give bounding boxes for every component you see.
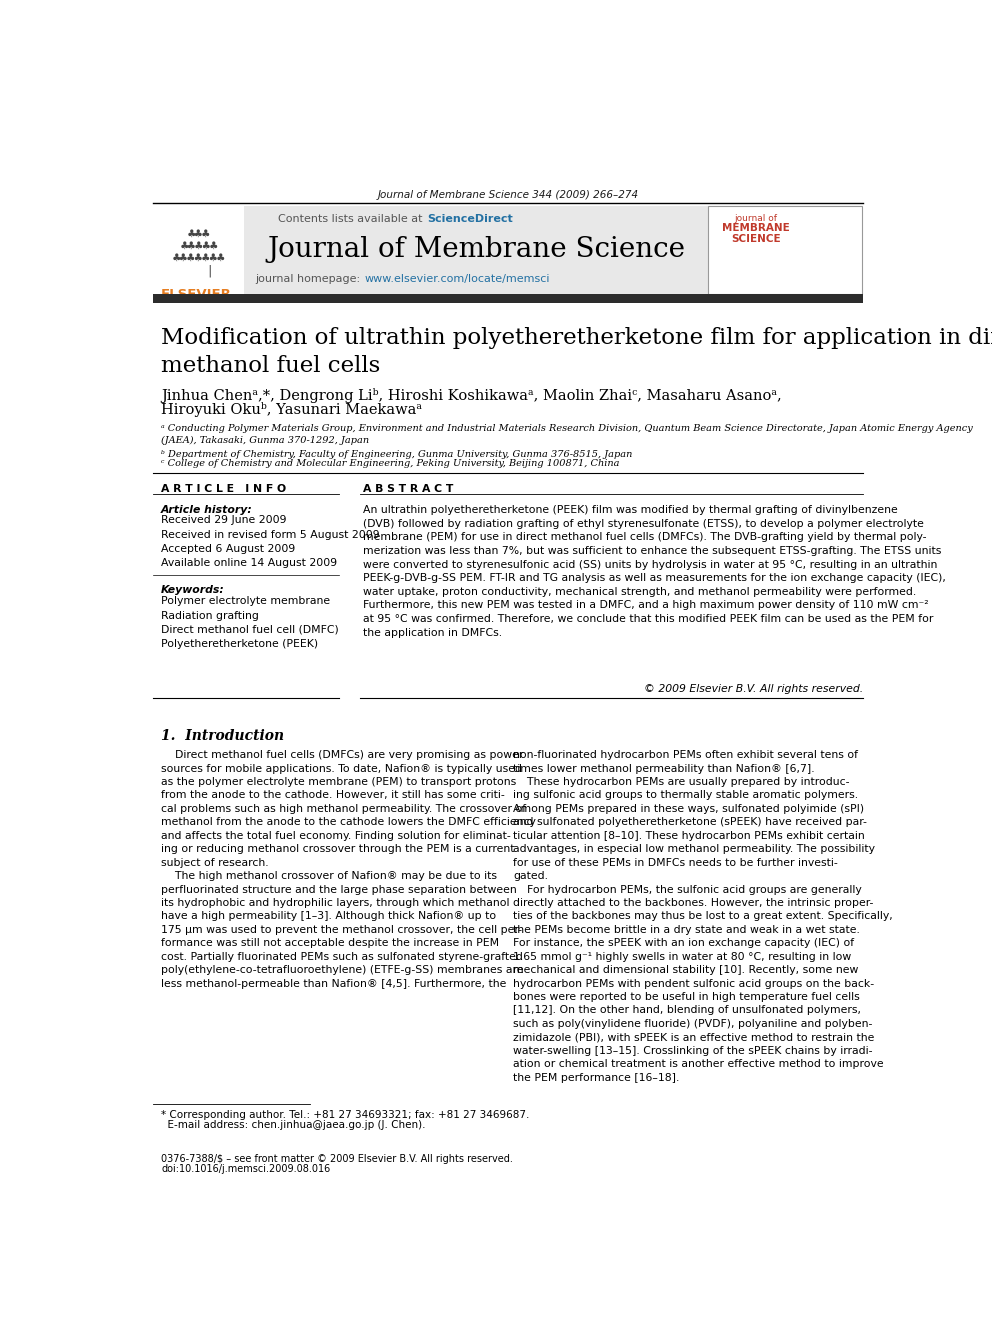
Text: Modification of ultrathin polyetheretherketone film for application in direct
me: Modification of ultrathin polyetherether… bbox=[161, 327, 992, 377]
Text: 1.  Introduction: 1. Introduction bbox=[161, 729, 285, 742]
Text: journal homepage:: journal homepage: bbox=[256, 274, 364, 284]
Text: non-fluorinated hydrocarbon PEMs often exhibit several tens of
times lower metha: non-fluorinated hydrocarbon PEMs often e… bbox=[513, 750, 893, 1082]
Text: * Corresponding author. Tel.: +81 27 34693321; fax: +81 27 3469687.: * Corresponding author. Tel.: +81 27 346… bbox=[161, 1110, 530, 1121]
Text: MEMBRANE
SCIENCE: MEMBRANE SCIENCE bbox=[722, 222, 790, 245]
Text: ELSEVIER: ELSEVIER bbox=[161, 288, 232, 302]
Text: Keywords:: Keywords: bbox=[161, 585, 225, 595]
Text: An ultrathin polyetheretherketone (PEEK) film was modified by thermal grafting o: An ultrathin polyetheretherketone (PEEK)… bbox=[363, 505, 945, 638]
Text: A R T I C L E   I N F O: A R T I C L E I N F O bbox=[161, 484, 287, 493]
Text: ᵃ Conducting Polymer Materials Group, Environment and Industrial Materials Resea: ᵃ Conducting Polymer Materials Group, En… bbox=[161, 425, 973, 445]
Text: doi:10.1016/j.memsci.2009.08.016: doi:10.1016/j.memsci.2009.08.016 bbox=[161, 1164, 330, 1174]
Text: www.elsevier.com/locate/memsci: www.elsevier.com/locate/memsci bbox=[365, 274, 551, 284]
Text: Jinhua Chenᵃ,*, Dengrong Liᵇ, Hiroshi Koshikawaᵃ, Maolin Zhaiᶜ, Masaharu Asanoᵃ,: Jinhua Chenᵃ,*, Dengrong Liᵇ, Hiroshi Ko… bbox=[161, 388, 782, 404]
Text: Journal of Membrane Science 344 (2009) 266–274: Journal of Membrane Science 344 (2009) 2… bbox=[378, 189, 639, 200]
FancyBboxPatch shape bbox=[244, 206, 708, 294]
Text: Direct methanol fuel cells (DMFCs) are very promising as power
sources for mobil: Direct methanol fuel cells (DMFCs) are v… bbox=[161, 750, 536, 988]
Text: ♣♣♣
♣♣♣♣♣
♣♣♣♣♣♣♣
   |: ♣♣♣ ♣♣♣♣♣ ♣♣♣♣♣♣♣ | bbox=[173, 228, 225, 277]
Text: journal of: journal of bbox=[734, 214, 777, 224]
Text: A B S T R A C T: A B S T R A C T bbox=[363, 484, 453, 493]
Text: ᵇ Department of Chemistry, Faculty of Engineering, Gunma University, Gunma 376-8: ᵇ Department of Chemistry, Faculty of En… bbox=[161, 450, 633, 459]
Text: 0376-7388/$ – see front matter © 2009 Elsevier B.V. All rights reserved.: 0376-7388/$ – see front matter © 2009 El… bbox=[161, 1155, 513, 1164]
Text: ScienceDirect: ScienceDirect bbox=[427, 214, 513, 224]
Text: Journal of Membrane Science: Journal of Membrane Science bbox=[268, 235, 685, 263]
Text: Article history:: Article history: bbox=[161, 505, 253, 515]
Text: Contents lists available at: Contents lists available at bbox=[278, 214, 427, 224]
FancyBboxPatch shape bbox=[154, 294, 863, 303]
FancyBboxPatch shape bbox=[154, 206, 244, 294]
FancyBboxPatch shape bbox=[708, 206, 862, 294]
Text: © 2009 Elsevier B.V. All rights reserved.: © 2009 Elsevier B.V. All rights reserved… bbox=[644, 684, 863, 693]
Text: Polymer electrolyte membrane
Radiation grafting
Direct methanol fuel cell (DMFC): Polymer electrolyte membrane Radiation g… bbox=[161, 597, 339, 650]
Text: ᶜ College of Chemistry and Molecular Engineering, Peking University, Beijing 100: ᶜ College of Chemistry and Molecular Eng… bbox=[161, 459, 620, 468]
Text: E-mail address: chen.jinhua@jaea.go.jp (J. Chen).: E-mail address: chen.jinhua@jaea.go.jp (… bbox=[161, 1119, 426, 1130]
Text: Received 29 June 2009
Received in revised form 5 August 2009
Accepted 6 August 2: Received 29 June 2009 Received in revise… bbox=[161, 515, 380, 569]
Text: Hiroyuki Okuᵇ, Yasunari Maekawaᵃ: Hiroyuki Okuᵇ, Yasunari Maekawaᵃ bbox=[161, 402, 423, 417]
